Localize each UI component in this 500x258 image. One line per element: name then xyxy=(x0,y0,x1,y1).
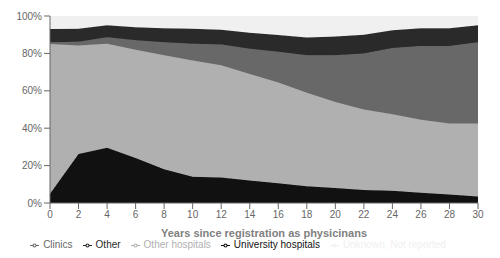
svg-text:100%: 100% xyxy=(16,11,42,22)
svg-text:18: 18 xyxy=(301,209,313,220)
svg-text:80%: 80% xyxy=(22,48,42,59)
html-text:Other: Other xyxy=(95,239,121,250)
svg-text:8: 8 xyxy=(161,209,167,220)
html-text:Clinics: Clinics xyxy=(43,239,73,250)
svg-text:22: 22 xyxy=(358,209,370,220)
svg-text:16: 16 xyxy=(273,209,285,220)
svg-text:4: 4 xyxy=(104,209,110,220)
svg-text:6: 6 xyxy=(133,209,139,220)
svg-text:14: 14 xyxy=(244,209,256,220)
html-text:University hospitals: University hospitals xyxy=(233,239,320,250)
svg-text:28: 28 xyxy=(444,209,456,220)
html-text:Unknown, Not reported: Unknown, Not reported xyxy=(343,239,446,250)
svg-text:40%: 40% xyxy=(22,123,42,134)
svg-text:20%: 20% xyxy=(22,160,42,171)
svg-text:26: 26 xyxy=(415,209,427,220)
svg-text:20: 20 xyxy=(330,209,342,220)
svg-text:60%: 60% xyxy=(22,85,42,96)
svg-text:30: 30 xyxy=(472,209,484,220)
svg-text:24: 24 xyxy=(387,209,399,220)
svg-text:0%: 0% xyxy=(28,198,43,209)
svg-text:0: 0 xyxy=(47,209,53,220)
svg-text:12: 12 xyxy=(216,209,228,220)
svg-text:10: 10 xyxy=(187,209,199,220)
svg-text:2: 2 xyxy=(76,209,82,220)
html-text:Other hospitals: Other hospitals xyxy=(143,239,211,250)
svg-text:Years since registration as ph: Years since registration as physicinans xyxy=(161,227,367,239)
